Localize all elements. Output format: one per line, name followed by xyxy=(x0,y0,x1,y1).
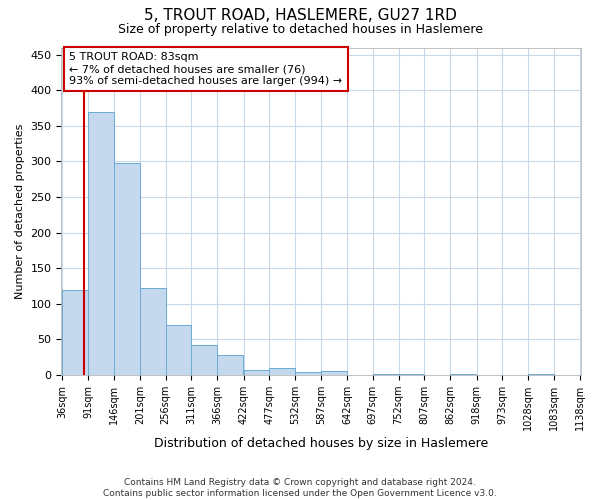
Bar xyxy=(321,370,347,375)
Bar xyxy=(62,290,88,375)
Text: Size of property relative to detached houses in Haslemere: Size of property relative to detached ho… xyxy=(118,22,482,36)
Bar xyxy=(450,374,476,375)
Text: 5 TROUT ROAD: 83sqm
← 7% of detached houses are smaller (76)
93% of semi-detache: 5 TROUT ROAD: 83sqm ← 7% of detached hou… xyxy=(69,52,343,86)
Bar xyxy=(244,370,269,375)
Bar xyxy=(269,368,295,375)
X-axis label: Distribution of detached houses by size in Haslemere: Distribution of detached houses by size … xyxy=(154,437,488,450)
Bar xyxy=(191,345,217,375)
Bar xyxy=(398,374,424,375)
Bar xyxy=(114,163,140,375)
Bar xyxy=(295,372,321,375)
Bar xyxy=(528,374,554,375)
Text: Contains HM Land Registry data © Crown copyright and database right 2024.
Contai: Contains HM Land Registry data © Crown c… xyxy=(103,478,497,498)
Bar xyxy=(217,355,243,375)
Bar xyxy=(373,374,398,375)
Text: 5, TROUT ROAD, HASLEMERE, GU27 1RD: 5, TROUT ROAD, HASLEMERE, GU27 1RD xyxy=(143,8,457,22)
Bar xyxy=(88,112,114,375)
Bar xyxy=(166,325,191,375)
Y-axis label: Number of detached properties: Number of detached properties xyxy=(15,124,25,299)
Bar xyxy=(140,288,166,375)
